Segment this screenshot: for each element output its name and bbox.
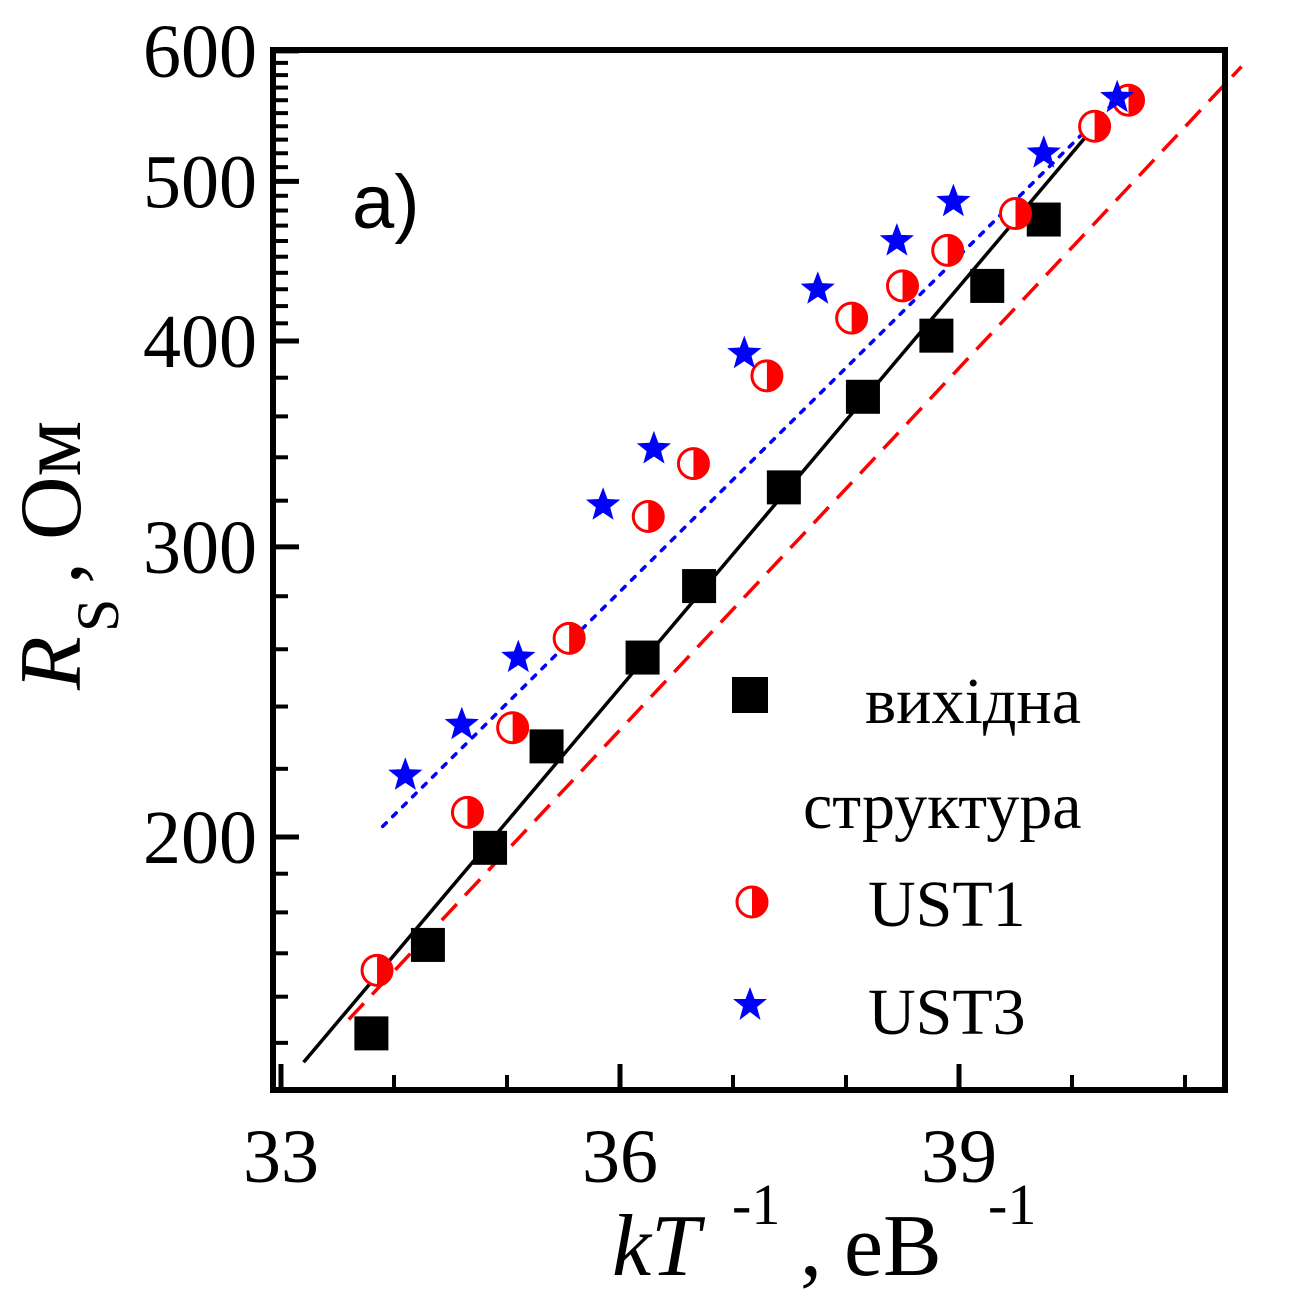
legend: вихідна структура UST1 UST3 (732, 665, 1082, 1049)
y-axis-title: R S , Ом (3, 421, 131, 691)
star-point (936, 183, 971, 217)
square-point (919, 318, 954, 353)
legend-label-vykhidna: вихідна (865, 665, 1081, 738)
legend-label-ust3: UST3 (868, 976, 1026, 1049)
star-point (727, 335, 762, 369)
x-tick-label: 39 (921, 1115, 997, 1199)
half-circle-fill (902, 270, 918, 301)
x-tick-label: 33 (243, 1115, 319, 1199)
x-axis-title-sup: -1 (732, 1172, 780, 1237)
y-tick-label: 500 (143, 140, 257, 224)
half-circle-point (886, 269, 919, 303)
y-axis-title-main: R (3, 636, 100, 691)
half-circle-fill (377, 955, 393, 986)
square-point (410, 927, 445, 962)
square-point (1026, 202, 1061, 237)
star-point (501, 639, 536, 673)
square-point (625, 640, 660, 675)
half-circle-fill (1128, 85, 1144, 116)
fit-line (347, 65, 1243, 1021)
half-circle-fill (1015, 198, 1031, 229)
axis-ticks: 33 36 39 200 300 400 500 600 (143, 10, 1187, 1199)
star-point (636, 430, 671, 464)
star-point (444, 706, 479, 740)
x-axis-title-unit: , eB (800, 1198, 942, 1295)
star-point (879, 223, 914, 256)
half-circle-fill (693, 448, 709, 479)
half-circle-fill (512, 712, 528, 743)
data-points (354, 79, 1145, 1051)
half-circle-point (496, 711, 530, 745)
half-circle-fill (569, 623, 585, 654)
square-point (529, 729, 564, 764)
half-circle-point (676, 447, 710, 481)
half-circle-fill (648, 501, 664, 532)
fit-lines (302, 65, 1243, 1064)
half-circle-point (552, 621, 586, 655)
half-circle-fill (467, 797, 483, 828)
star-point (585, 487, 621, 520)
y-tick-label: 600 (143, 10, 257, 94)
legend-marker-ust3 (733, 987, 767, 1020)
half-circle-point (450, 795, 484, 829)
legend-marker-vykhidna (732, 677, 768, 713)
half-circle-point (931, 233, 965, 267)
x-axis-title-main: kT (612, 1198, 706, 1295)
half-circle-point (999, 197, 1032, 231)
legend-label-ust1: UST1 (868, 868, 1026, 941)
square-point (354, 1016, 389, 1051)
half-circle-fill (766, 360, 782, 391)
square-point (766, 470, 801, 505)
star-point (1026, 135, 1061, 168)
x-tick-label: 36 (582, 1115, 658, 1199)
half-circle-point (1078, 109, 1112, 143)
star-point (388, 757, 423, 790)
half-circle-point (750, 359, 784, 393)
square-point (682, 569, 717, 604)
half-circle-fill (947, 235, 963, 266)
star-point (800, 271, 835, 304)
legend-label-struktura: структура (803, 770, 1082, 843)
legend-marker-ust1 (735, 885, 769, 919)
star-point (1100, 79, 1135, 113)
square-point (845, 379, 880, 414)
half-circle-fill (851, 303, 867, 334)
square-point (970, 268, 1005, 303)
plot-frame (270, 47, 1228, 1093)
y-tick-label: 400 (143, 300, 257, 384)
y-axis-title-sub: S (65, 599, 131, 632)
half-circle-point (360, 953, 394, 987)
y-axis-title-unit: , Ом (3, 421, 100, 584)
panel-label: a) (352, 160, 420, 245)
half-circle-fill (1094, 111, 1110, 142)
x-axis-title: kT -1 , eB -1 (612, 1172, 1036, 1295)
x-axis-title-unit-sup: -1 (988, 1172, 1036, 1237)
y-tick-label: 200 (143, 796, 257, 880)
y-tick-label: 300 (143, 506, 257, 590)
half-circle-point (631, 500, 665, 534)
square-point (473, 830, 508, 865)
half-circle-point (835, 301, 869, 335)
